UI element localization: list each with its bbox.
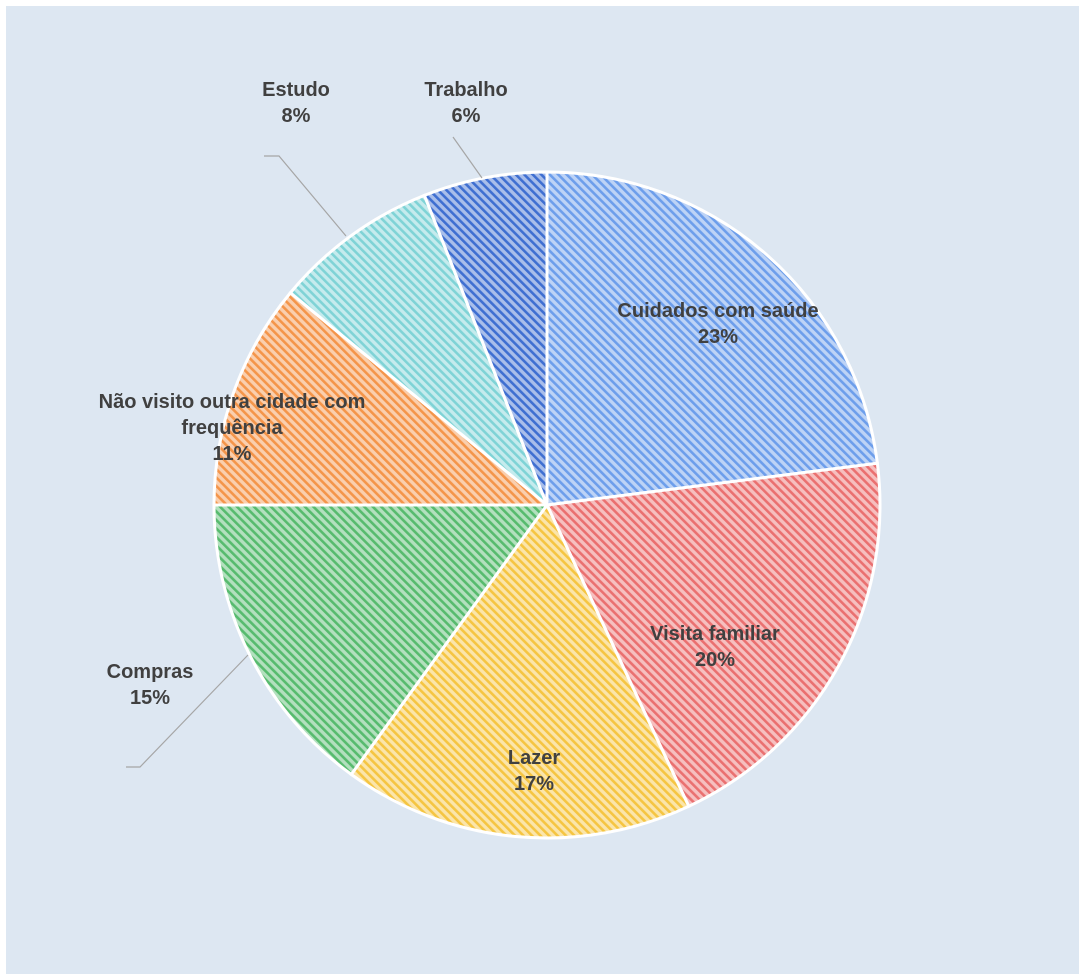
data-label-cuidados-com-saude: Cuidados com saúde 23%	[617, 300, 818, 348]
data-label-nao-visito-outra-cidade-com-frequencia: Não visito outra cidade com frequência 11%	[99, 391, 366, 465]
data-label-compras: Compras 15%	[107, 661, 194, 709]
pie-slice-cuidados-com-saude	[545, 170, 880, 507]
pie-slice-lazer	[349, 502, 691, 840]
pie-slice-visita-familiar	[544, 461, 882, 809]
leader-lines	[126, 136, 483, 768]
pie-slice-estudo	[288, 193, 549, 507]
pie-slice-nao-visito-outra-cidade-com-frequencia	[212, 290, 552, 507]
pie-slice-trabalho	[422, 170, 549, 506]
leader-line-estudo	[264, 155, 347, 237]
leader-line-compras	[126, 654, 249, 768]
data-labels: Cuidados com saúde 23% Visita familiar 20% L…	[99, 79, 819, 795]
leader-line-trabalho	[452, 136, 483, 179]
data-label-trabalho: Trabalho 6%	[424, 79, 507, 127]
pie-slices	[212, 170, 882, 840]
data-label-visita-familiar: Visita familiar 20%	[650, 623, 780, 671]
chart-title-cutoff	[0, 0, 1083, 6]
data-label-estudo: Estudo 8%	[262, 79, 330, 127]
pie-slice-compras	[212, 503, 550, 777]
data-label-lazer: Lazer 17%	[508, 747, 560, 795]
